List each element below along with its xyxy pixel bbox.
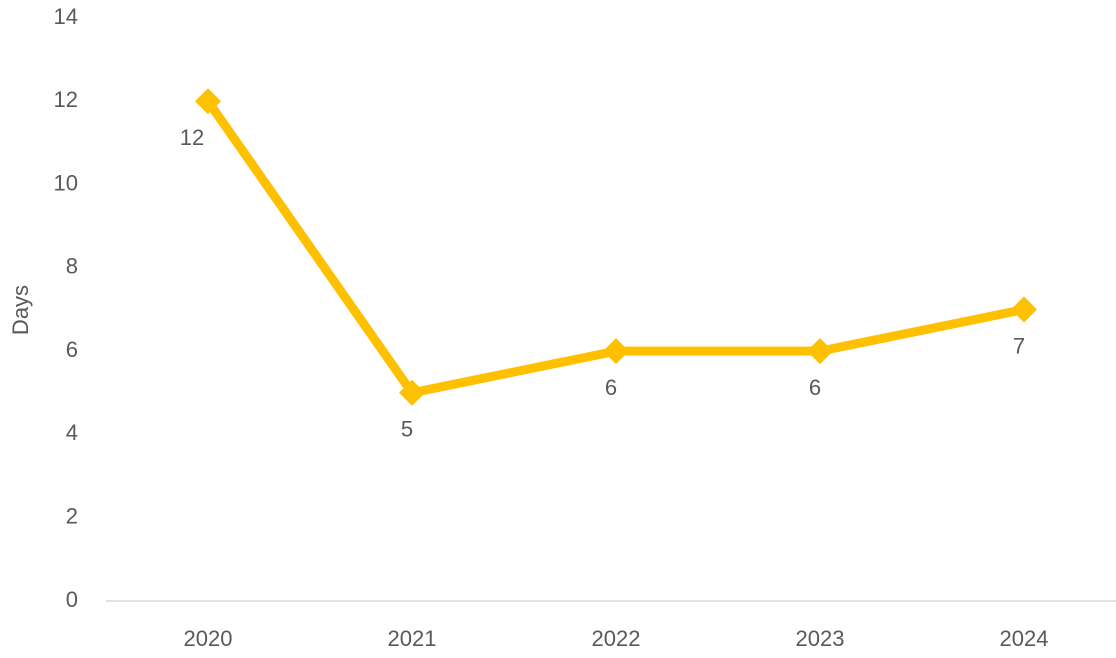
marker [807,338,833,365]
data-label: 6 [809,375,821,400]
x-tick-label: 2023 [796,626,845,651]
y-tick-label: 6 [66,337,78,362]
y-tick-label: 12 [54,87,78,112]
y-tick-label: 14 [54,4,78,29]
x-tick-label: 2024 [1000,626,1049,651]
marker [1011,296,1037,323]
y-tick-label: 8 [66,254,78,279]
data-label: 7 [1013,333,1025,358]
marker [603,338,629,365]
x-tick-label: 2021 [388,626,437,651]
data-label: 6 [605,375,617,400]
y-axis-label: Days [8,285,33,335]
y-tick-label: 4 [66,420,78,445]
x-tick-label: 2020 [184,626,233,651]
data-label: 5 [401,417,413,442]
x-tick-label: 2022 [592,626,641,651]
y-tick-label: 0 [66,587,78,612]
y-tick-label: 2 [66,504,78,529]
marker [399,379,425,406]
y-tick-label: 10 [54,170,78,195]
marker [195,88,221,115]
data-label: 12 [180,125,204,150]
